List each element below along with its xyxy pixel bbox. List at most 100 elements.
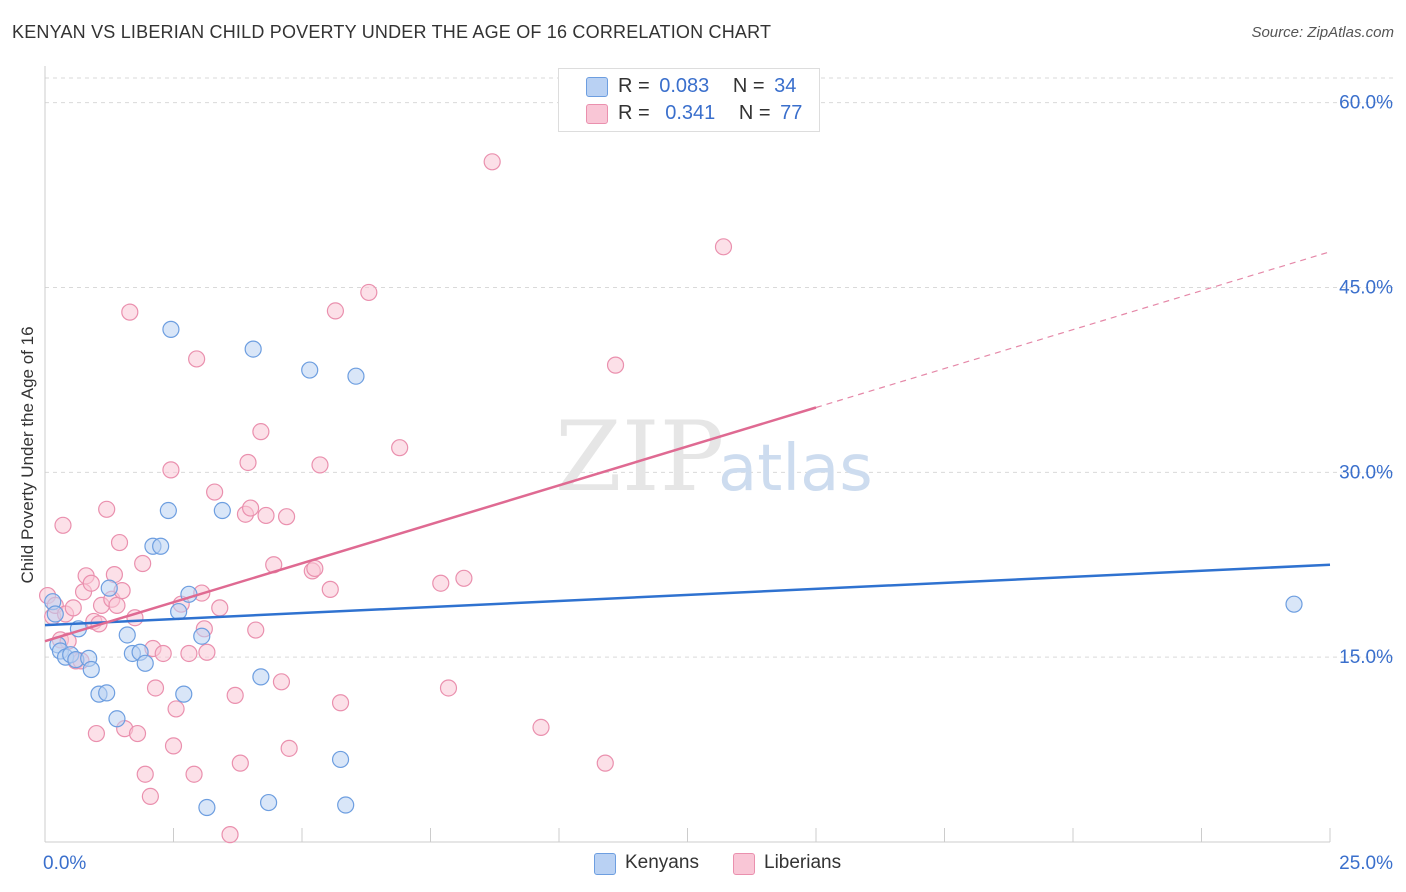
kenyan-point [100,579,118,597]
liberian-point [82,574,100,592]
liberian-point [162,461,180,479]
kenyan-point [1285,595,1303,613]
legend-liberians-n-label: N = [738,102,771,124]
liberian-point [326,302,345,320]
kenyan-point [301,361,319,379]
watermark: ZIP atlas [555,401,873,513]
liberian-point [391,439,409,457]
kenyan-point [159,501,177,520]
bottom-kenyans-swatch [594,853,616,875]
kenyan-point [136,654,154,672]
watermark-zip: ZIP [555,401,724,513]
kenyan-point [213,501,231,520]
chart-source: Source: ZipAtlas.com [1251,24,1394,41]
chart-title: KENYAN VS LIBERIAN CHILD POVERTY UNDER T… [12,22,772,42]
legend-box: R = 0.083 N = 34 R = 0.341 N = 77 [558,68,820,132]
watermark-atlas: atlas [718,432,873,506]
liberian-point [128,724,147,743]
liberian-point [164,737,183,755]
liberian-point [121,303,139,321]
liberians-trend-line-extension [815,251,1331,409]
kenyan-point [252,668,270,686]
liberian-point [596,754,614,772]
kenyan-point [108,710,126,728]
legend-liberians-r-label: R = [618,102,650,124]
liberian-point [311,456,329,474]
legend-kenyans-r-label: R = [618,75,650,97]
legend-liberians-n-value: 77 [780,102,803,124]
liberian-point [483,153,501,171]
kenyan-point [98,684,116,702]
legend-kenyans-text: R = 0.083 N = 34 [618,75,796,98]
liberian-point [606,356,625,374]
liberian-point [439,679,458,697]
liberians-trend-line [44,406,817,643]
liberian-point [154,644,172,663]
liberian-point [321,580,339,598]
kenyan-point [175,685,193,703]
liberian-point [231,754,249,772]
liberian-point [331,694,350,712]
bottom-liberians-swatch [733,853,755,875]
liberian-point [180,644,198,663]
kenyan-point [193,627,211,645]
liberian-point [87,724,106,743]
liberian-point [257,506,275,525]
x-tick-label: 0.0% [43,853,86,874]
kenyan-point [259,793,278,812]
liberian-point [110,533,129,552]
liberian-point [141,787,159,806]
y-axis-label: Child Poverty Under the Age of 16 [18,326,37,583]
liberian-point [226,686,244,704]
trend-layer [44,251,1331,643]
liberian-point [272,673,291,691]
legend-liberians-r-value: 0.341 [665,102,716,124]
kenyan-point [82,660,100,679]
liberian-point [280,739,298,757]
y-tick-label: 15.0% [1339,647,1393,668]
y-tick-label: 45.0% [1339,277,1393,298]
liberian-point [98,500,116,518]
kenyans-trend-line [44,563,1331,627]
liberian-point [198,643,216,661]
kenyan-point [162,320,180,338]
liberian-point [432,574,450,592]
liberian-point [188,350,206,368]
liberian-point [532,718,550,737]
legend-liberians-text: R = 0.341 N = 77 [618,102,802,125]
liberian-point [360,283,378,302]
legend-kenyans-n-value: 34 [774,75,797,97]
liberian-point [239,453,257,472]
liberian-point [185,765,203,783]
liberian-point [108,596,126,615]
liberian-point [306,559,324,578]
liberian-point [247,621,265,639]
liberians-swatch [586,104,608,124]
liberian-point [146,679,165,697]
liberian-point [211,599,229,617]
liberian-point [277,508,296,526]
axis-layer: 15.0% 30.0% 45.0% 60.0% 0.0% 25.0% [43,66,1393,874]
liberian-point [455,569,473,587]
liberian-point [134,554,152,573]
kenyan-point [244,340,262,358]
kenyan-point [337,796,355,814]
kenyans-swatch [586,77,608,97]
bottom-kenyans-label: Kenyans [625,852,699,873]
legend-kenyans-n-label: N = [732,75,765,97]
liberian-point [242,499,260,517]
points-layer [38,153,1303,844]
kenyan-point [170,602,188,621]
kenyan-point [46,605,64,623]
liberian-point [221,826,239,844]
y-tick-label: 30.0% [1339,462,1393,483]
liberian-point [714,238,733,256]
bottom-liberians-label: Liberians [764,852,842,873]
liberian-point [206,483,224,501]
kenyan-point [347,367,365,385]
legend-kenyans-r-value: 0.083 [659,75,710,97]
liberian-point [167,700,185,718]
kenyan-point [118,626,136,644]
y-axis-label-layer: Child Poverty Under the Age of 16 [18,326,37,583]
kenyan-point [152,537,170,555]
